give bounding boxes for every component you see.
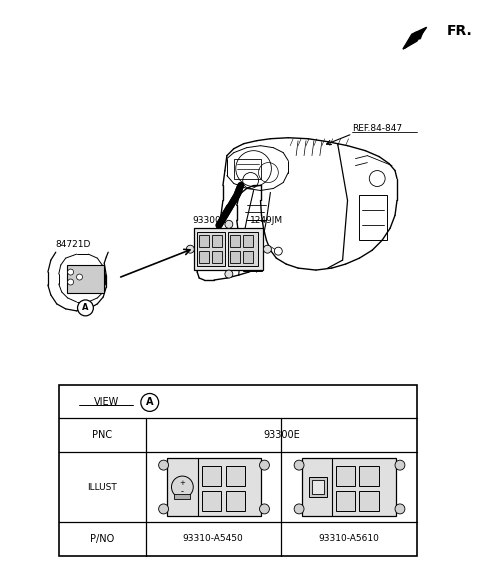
Text: ILLUST: ILLUST xyxy=(87,482,117,492)
Text: A: A xyxy=(146,398,154,407)
Bar xyxy=(336,491,356,511)
Circle shape xyxy=(159,504,168,514)
Text: 93300E: 93300E xyxy=(263,430,300,440)
Circle shape xyxy=(68,279,73,285)
Bar xyxy=(228,232,258,266)
Bar xyxy=(212,236,222,247)
Text: REF.84-847: REF.84-847 xyxy=(352,124,403,134)
Bar xyxy=(67,265,104,293)
Text: 93310-A5610: 93310-A5610 xyxy=(318,534,379,543)
Bar xyxy=(360,466,379,486)
Circle shape xyxy=(141,394,159,411)
Bar xyxy=(309,477,327,497)
Bar xyxy=(167,458,261,516)
Circle shape xyxy=(395,460,405,470)
Bar xyxy=(199,251,209,263)
Circle shape xyxy=(171,476,193,498)
Bar xyxy=(302,458,396,516)
Circle shape xyxy=(294,460,304,470)
Circle shape xyxy=(186,245,194,253)
Bar xyxy=(202,466,221,486)
Circle shape xyxy=(76,274,83,280)
Bar xyxy=(360,491,379,511)
Bar xyxy=(202,491,221,511)
Text: PNC: PNC xyxy=(92,430,112,440)
Bar xyxy=(226,491,245,511)
Bar xyxy=(197,232,225,266)
Circle shape xyxy=(225,270,233,278)
Circle shape xyxy=(225,221,233,228)
Circle shape xyxy=(395,504,405,514)
Bar xyxy=(226,466,245,486)
Circle shape xyxy=(275,247,282,255)
Bar xyxy=(243,251,252,263)
Bar xyxy=(234,159,262,179)
Bar xyxy=(243,236,252,247)
Text: 93310-A5450: 93310-A5450 xyxy=(183,534,243,543)
Bar xyxy=(360,195,387,240)
Text: A: A xyxy=(82,303,89,312)
Circle shape xyxy=(78,300,94,316)
Text: VIEW: VIEW xyxy=(94,398,119,407)
Bar xyxy=(174,494,190,499)
Polygon shape xyxy=(403,28,427,49)
Circle shape xyxy=(159,460,168,470)
Text: 1249JM: 1249JM xyxy=(250,216,283,225)
Text: 93300E: 93300E xyxy=(192,216,226,225)
Bar xyxy=(212,251,222,263)
Circle shape xyxy=(260,460,269,470)
Text: P/NO: P/NO xyxy=(90,534,114,544)
Bar xyxy=(243,253,263,271)
Text: 84721D: 84721D xyxy=(55,240,90,249)
Bar xyxy=(199,236,209,247)
Text: -: - xyxy=(181,488,184,496)
Bar xyxy=(312,480,324,494)
Bar xyxy=(230,236,240,247)
Text: +: + xyxy=(180,480,185,486)
Circle shape xyxy=(68,269,73,275)
Bar xyxy=(194,228,264,270)
Polygon shape xyxy=(48,250,108,310)
Bar xyxy=(230,251,240,263)
Circle shape xyxy=(294,504,304,514)
Bar xyxy=(59,384,417,556)
Circle shape xyxy=(264,245,271,253)
Text: FR.: FR. xyxy=(446,24,472,38)
Bar xyxy=(336,466,356,486)
Circle shape xyxy=(260,504,269,514)
